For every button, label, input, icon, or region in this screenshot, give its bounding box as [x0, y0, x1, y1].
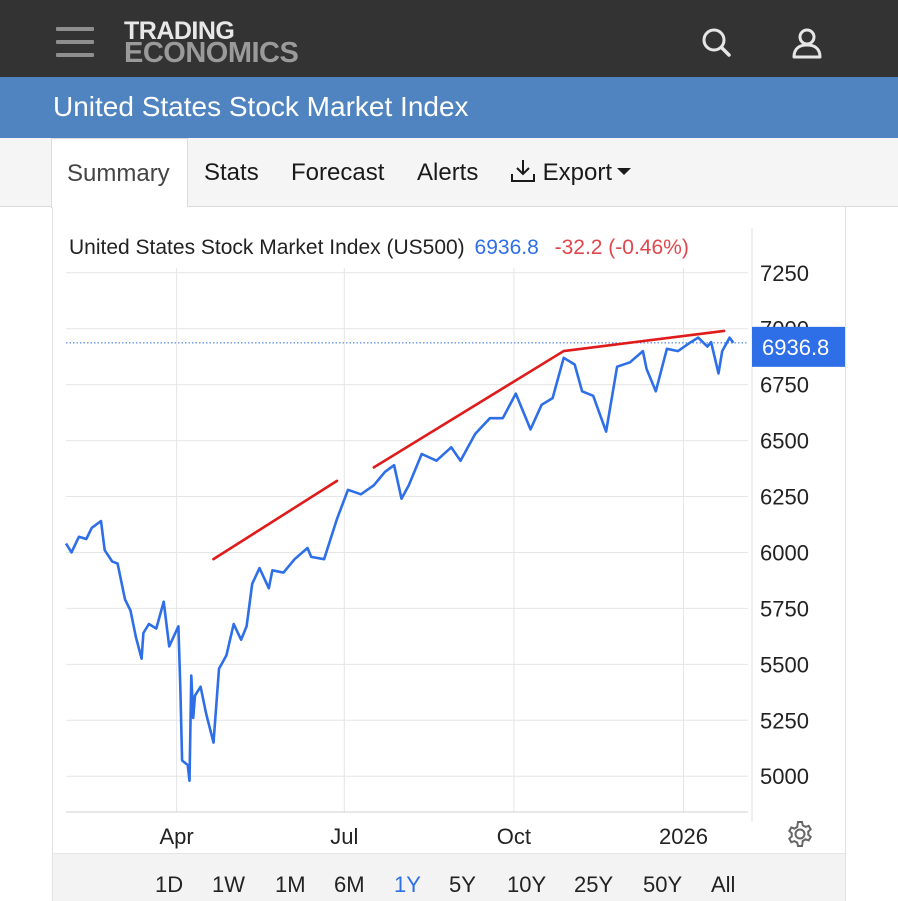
logo-line-2: ECONOMICS: [124, 37, 299, 69]
y-tick-label: 6500: [760, 429, 809, 454]
y-tick-label: 7250: [760, 261, 809, 286]
range-1d[interactable]: 1D: [155, 872, 184, 897]
last-price-tag: 6936.8: [752, 326, 845, 367]
y-tick-label: 6250: [760, 485, 809, 510]
last-price-tag-label: 6936.8: [762, 335, 829, 360]
series-line-us500: [64, 336, 735, 782]
tab-export-label: Export: [542, 159, 613, 186]
legend-change: -32.2 (-0.46%): [554, 236, 689, 259]
page-title: United States Stock Market Index: [53, 91, 469, 122]
chart-panel: [52, 207, 846, 901]
y-tick-label: 5500: [760, 652, 809, 677]
site-logo[interactable]: TRADING ECONOMICS: [124, 17, 299, 69]
y-tick-label: 5000: [760, 764, 809, 789]
tab-forecast[interactable]: Forecast: [291, 159, 385, 186]
range-6m[interactable]: 6M: [334, 872, 365, 897]
range-1w[interactable]: 1W: [212, 872, 245, 897]
title-bar: United States Stock Market Index: [0, 77, 898, 138]
range-selector: 1D 1W 1M 6M 1Y 5Y 10Y 25Y 50Y All: [53, 853, 845, 901]
range-1y[interactable]: 1Y: [394, 872, 421, 897]
tab-summary[interactable]: Summary: [51, 138, 188, 208]
range-5y[interactable]: 5Y: [449, 872, 476, 897]
tab-bar: Summary Stats Forecast Alerts Export: [0, 138, 898, 208]
trend-line: [372, 349, 565, 469]
search-icon[interactable]: [700, 26, 734, 60]
tab-stats[interactable]: Stats: [204, 159, 259, 186]
y-tick-label: 6750: [760, 373, 809, 398]
legend-series-name: United States Stock Market Index (US500): [69, 236, 465, 259]
y-tick-label: 6000: [760, 540, 809, 565]
gear-icon[interactable]: [786, 820, 814, 848]
trend-line: [562, 329, 726, 353]
user-icon[interactable]: [790, 26, 824, 60]
range-1m[interactable]: 1M: [275, 872, 306, 897]
x-tick-label: Oct: [497, 824, 531, 849]
range-25y[interactable]: 25Y: [574, 872, 614, 897]
tab-export[interactable]: Export: [510, 138, 632, 207]
range-10y[interactable]: 10Y: [507, 872, 547, 897]
range-50y[interactable]: 50Y: [643, 872, 683, 897]
logo-line-1: TRADING: [124, 17, 235, 45]
download-icon: [511, 160, 535, 183]
x-tick-label: Jul: [330, 824, 358, 849]
x-tick-label: Apr: [159, 824, 193, 849]
tab-alerts[interactable]: Alerts: [417, 159, 479, 186]
trend-line: [212, 479, 339, 561]
hamburger-menu-icon[interactable]: [56, 27, 94, 57]
chart-legend: United States Stock Market Index (US500)…: [69, 236, 689, 260]
y-tick-label: 5750: [760, 596, 809, 621]
y-tick-label: 5250: [760, 708, 809, 733]
top-header: TRADING ECONOMICS: [0, 0, 898, 77]
range-all[interactable]: All: [711, 872, 736, 897]
x-tick-label: 2026: [659, 824, 708, 849]
chevron-down-icon: [617, 168, 632, 176]
legend-last-value: 6936.8: [474, 236, 539, 259]
